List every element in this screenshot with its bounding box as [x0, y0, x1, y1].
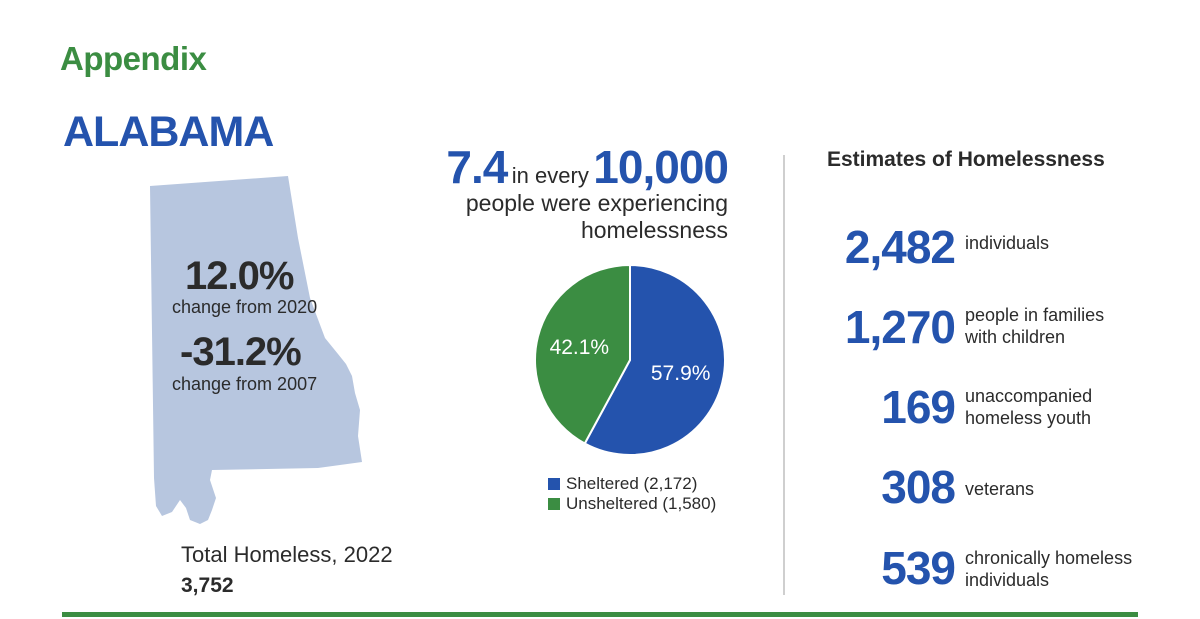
stat-youth-label: unaccompanied homeless youth: [965, 386, 1093, 428]
rate-base: 10,000: [593, 141, 729, 193]
estimates-title: Estimates of Homelessness: [827, 148, 1105, 171]
stat-chronic-value: 539: [881, 542, 956, 594]
change-2020-value: 12.0%: [185, 254, 294, 298]
stat-individuals-value: 2,482: [844, 221, 956, 273]
stat-youth-value: 169: [881, 381, 956, 433]
total-homeless-label: Total Homeless, 2022: [181, 542, 393, 567]
change-2020-label: change from 2020: [172, 297, 318, 317]
footer-rule: [62, 612, 1138, 617]
rate-desc-line-1: people were experiencing: [465, 190, 728, 216]
legend-item-sheltered: Sheltered (2,172): [548, 474, 697, 494]
pie-label-sheltered: 57.9%: [651, 362, 711, 385]
total-homeless-value: 3,752: [181, 574, 234, 597]
legend-label-sheltered: Sheltered (2,172): [566, 474, 698, 493]
legend-item-unsheltered: Unsheltered (1,580): [548, 494, 716, 514]
pie-label-unsheltered: 42.1%: [550, 336, 610, 359]
stat-families-value: 1,270: [844, 301, 956, 353]
rate-desc-line-2: homelessness: [580, 217, 728, 243]
legend-swatch-sheltered: [548, 478, 560, 490]
legend-label-unsheltered: Unsheltered (1,580): [566, 494, 717, 513]
stat-families-label: people in families with children: [965, 305, 1105, 347]
change-2007-value: -31.2%: [180, 330, 302, 374]
column-divider: [783, 155, 785, 595]
alabama-map-shape: [150, 176, 362, 524]
stat-veterans-value: 308: [881, 461, 956, 513]
stat-veterans-label: veterans: [965, 479, 1035, 499]
stat-chronic-label: chronically homeless individuals: [965, 548, 1133, 590]
rate-headline: 7.4 in every 10,000: [420, 140, 729, 194]
pie-slice-sheltered: [583, 263, 726, 456]
shelter-pie-chart: 57.9% 42.1%: [534, 263, 726, 456]
rate-connector: in every: [511, 163, 589, 188]
stat-individuals-label: individuals: [965, 233, 1050, 253]
rate-value: 7.4: [446, 141, 508, 193]
change-2007-label: change from 2007: [172, 374, 318, 394]
legend-swatch-unsheltered: [548, 498, 560, 510]
pie-slice-unsheltered: [534, 263, 631, 445]
rate-description: people were experiencing homelessness: [400, 190, 728, 244]
state-name: ALABAMA: [63, 108, 274, 156]
section-title: Appendix: [60, 40, 207, 77]
